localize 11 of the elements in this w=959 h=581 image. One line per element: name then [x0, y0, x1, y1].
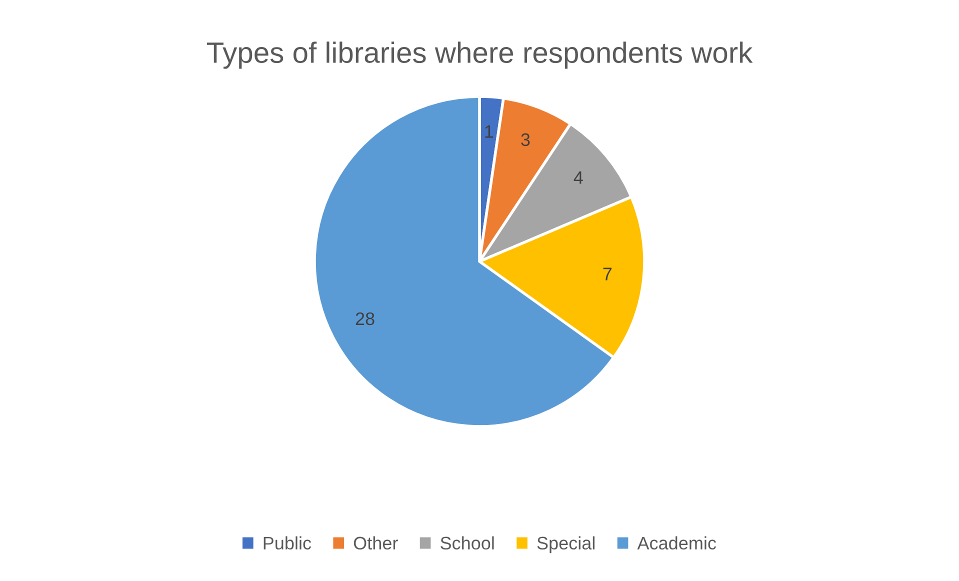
legend-label: Other [354, 536, 398, 550]
legend-label: Public [264, 536, 312, 550]
data-label: 4 [574, 171, 583, 184]
legend-label: Special [537, 536, 594, 554]
chart-title: Types of libraries where respondents work [207, 42, 753, 69]
data-label: 28 [356, 312, 374, 326]
legend-label: School [440, 536, 494, 550]
data-label: 1 [485, 125, 494, 138]
legend-label: Academic [637, 536, 716, 550]
data-label: 7 [603, 268, 612, 280]
data-label: 3 [521, 133, 530, 146]
